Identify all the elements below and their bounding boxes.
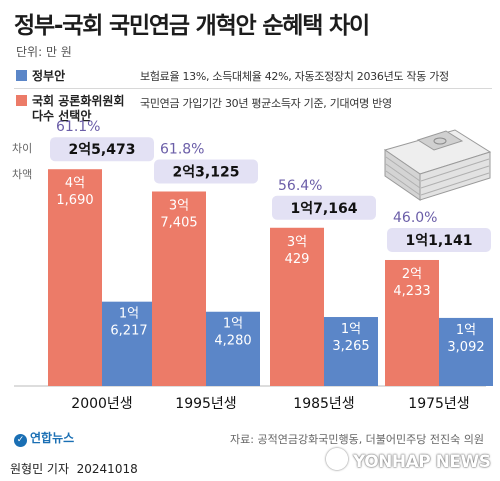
diff-badge-2	[272, 195, 376, 220]
value-label-gov-1: 1억 4,280	[214, 317, 251, 349]
value-label-assembly-0: 4억 1,690	[56, 176, 93, 208]
bar-assembly-0	[48, 169, 102, 386]
value-label-assembly-3: 2억 4,233	[393, 267, 430, 299]
legend-item-assembly: 국회 공론화위원회 다수 선택안	[16, 94, 125, 124]
value-label-assembly-1: 3억 7,405	[160, 198, 197, 230]
legend-desc-assembly: 국민연금 가입기간 30년 평균소득자 기준, 기대여명 반영	[140, 97, 392, 110]
category-label-2: 1985년생	[293, 396, 354, 412]
value-label-gov-0: 1억 6,217	[110, 307, 147, 339]
value-label-assembly-2: 3억 429	[285, 235, 310, 267]
diff-badge-0	[50, 137, 154, 162]
value-label-gov-3: 1억 3,092	[447, 323, 484, 355]
diff-value-2: 1억7,164	[291, 201, 358, 217]
source-note: 자료: 공적연금강화국민행동, 더불어민주당 전진숙 의원	[230, 433, 484, 446]
diff-value-3: 1억1,141	[406, 233, 473, 249]
diff-pct-3: 46.0%	[393, 210, 437, 226]
yonhap-logo-icon: ✓	[14, 434, 27, 447]
legend-divider	[14, 88, 492, 89]
bar-gov-0	[102, 301, 156, 386]
diff-value-0: 2억5,473	[69, 142, 136, 158]
legend-label-gov: 정부안	[32, 69, 66, 83]
legend-label-assembly: 국회 공론화위원회 다수 선택안	[32, 94, 125, 123]
diff-badge-1	[154, 159, 258, 184]
bar-gov-2	[324, 317, 378, 386]
diff-pct-0: 61.1%	[56, 119, 100, 135]
bar-gov-1	[206, 311, 260, 386]
bar-assembly-3	[385, 259, 439, 386]
legend-swatch-assembly	[16, 95, 27, 106]
watermark-icon	[326, 448, 348, 470]
category-label-0: 2000년생	[71, 396, 132, 412]
yonhap-logo: ✓ 연합뉴스	[14, 429, 74, 447]
bar-assembly-2	[270, 227, 324, 386]
legend-desc-gov: 보험료율 13%, 소득대체율 42%, 자동조정장치 2036년도 작동 가정	[140, 70, 449, 83]
diff-badge-3	[387, 227, 491, 252]
category-label-1: 1995년생	[175, 396, 236, 412]
credit-line: 원형민 기자 20241018	[10, 462, 138, 476]
money-stack-icon	[383, 129, 492, 201]
unit-label: 단위: 만 원	[16, 45, 72, 59]
chart-title: 정부-국회 국민연금 개혁안 순혜택 차이	[14, 13, 370, 39]
diff-pct-1: 61.8%	[160, 141, 204, 157]
bar-gov-3	[439, 317, 493, 386]
value-label-gov-2: 1억 3,265	[332, 322, 369, 354]
diff-value-1: 2억3,125	[173, 164, 240, 180]
legend-swatch-gov	[16, 70, 27, 81]
watermark: YONHAP NEWS	[326, 448, 491, 472]
bar-assembly-1	[152, 191, 206, 386]
category-label-3: 1975년생	[408, 396, 469, 412]
legend-item-gov: 정부안	[16, 67, 65, 84]
diff-pct-2: 56.4%	[278, 178, 322, 194]
side-label-pct: 차이	[12, 142, 33, 155]
watermark-text: YONHAP NEWS	[353, 452, 491, 472]
yonhap-logo-text: 연합뉴스	[30, 431, 75, 445]
side-label-diff: 차액	[12, 168, 33, 181]
